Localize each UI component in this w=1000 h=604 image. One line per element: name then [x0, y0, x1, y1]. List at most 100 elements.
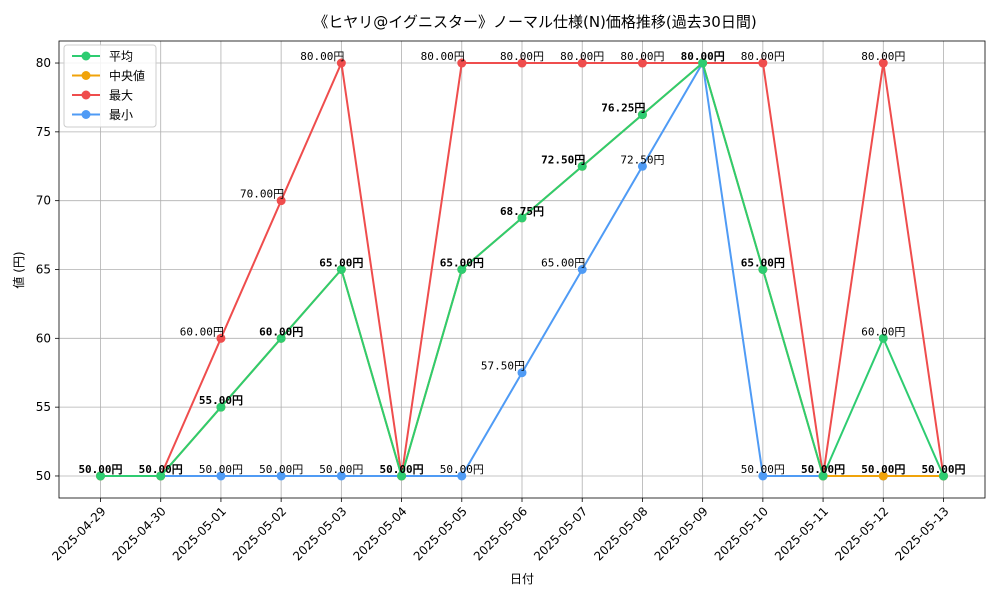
x-tick-label: 2025-05-09: [652, 504, 711, 563]
x-tick-label: 2025-05-01: [170, 504, 229, 563]
series-0-point: [637, 110, 647, 120]
x-tick-label: 2025-05-08: [591, 504, 650, 563]
series-0-point: [457, 265, 467, 274]
series-2-point: [216, 333, 226, 343]
data-label: 70.00円: [240, 188, 284, 201]
series-3-point: [336, 471, 346, 481]
data-label: 68.75円: [500, 205, 544, 218]
data-label: 50.00円: [78, 463, 122, 476]
series-0-point: [577, 161, 587, 171]
data-label: 50.00円: [741, 463, 785, 476]
y-tick-label: 80: [36, 56, 51, 70]
x-tick-label: 2025-05-11: [772, 504, 831, 563]
data-label: 65.00円: [541, 257, 585, 270]
x-tick-label: 2025-04-30: [110, 504, 169, 563]
series-3-point: [457, 471, 467, 481]
series-3-point: [758, 471, 768, 481]
x-tick-label: 2025-05-03: [290, 504, 349, 563]
x-tick-label: 2025-05-04: [350, 504, 409, 563]
x-tick-label: 2025-05-12: [832, 504, 891, 563]
data-label: 50.00円: [380, 463, 424, 476]
y-tick-label: 75: [36, 125, 51, 139]
x-tick-label: 2025-05-10: [712, 504, 771, 563]
series-0-point: [156, 471, 166, 481]
data-label: 80.00円: [560, 50, 604, 63]
data-label: 80.00円: [681, 50, 725, 63]
series-0-point: [698, 58, 708, 68]
data-label: 50.00円: [319, 463, 363, 476]
x-tick-label: 2025-05-13: [892, 504, 951, 563]
series-0-point: [397, 471, 407, 481]
series-3-point: [637, 161, 647, 171]
y-tick-label: 70: [36, 194, 51, 208]
data-label: 65.00円: [319, 257, 363, 270]
series-3-point: [216, 471, 226, 481]
data-label: 80.00円: [741, 50, 785, 63]
legend-label: 平均: [109, 50, 133, 64]
x-axis-title: 日付: [510, 572, 534, 586]
series-2-point: [577, 58, 587, 68]
legend-marker: [81, 90, 91, 100]
data-label: 50.00円: [199, 463, 243, 476]
data-label: 80.00円: [421, 50, 465, 63]
data-label: 60.00円: [861, 325, 905, 338]
chart-title: 《ヒヤリ@イグニスター》ノーマル仕様(N)価格推移(過去30日間): [313, 13, 756, 31]
x-tick-label: 2025-05-06: [471, 504, 530, 563]
y-tick-label: 60: [36, 331, 51, 345]
legend-frame: [63, 44, 157, 128]
series-0-point: [96, 471, 105, 481]
data-label: 80.00円: [620, 50, 664, 63]
series-3-point: [577, 265, 587, 274]
y-axis-title: 値 (円): [11, 251, 26, 288]
data-label: 60.00円: [259, 325, 303, 338]
legend-marker: [81, 71, 91, 80]
series-0-point: [517, 213, 527, 223]
series-0-point: [878, 333, 888, 343]
data-label: 60.00円: [180, 325, 224, 338]
legend-marker: [81, 110, 91, 119]
y-tick-label: 55: [36, 400, 51, 414]
series-group: [96, 58, 948, 481]
x-tick-label: 2025-05-05: [411, 504, 470, 563]
data-label: 65.00円: [741, 257, 785, 270]
series-2-point: [637, 58, 647, 68]
series-3-point: [276, 471, 286, 481]
series-0-point: [336, 265, 346, 274]
data-label: 65.00円: [440, 257, 484, 270]
series-2-point: [517, 58, 527, 68]
legend-marker: [81, 51, 91, 61]
series-3-point: [517, 368, 527, 378]
series-2-point: [336, 58, 346, 68]
data-label: 72.50円: [620, 153, 664, 166]
x-tick-label: 2025-05-07: [531, 504, 590, 563]
series-1-point: [878, 471, 888, 481]
data-label: 55.00円: [199, 394, 243, 407]
data-label: 80.00円: [500, 50, 544, 63]
data-label: 50.00円: [440, 463, 484, 476]
x-tick-label: 2025-05-02: [230, 504, 289, 563]
data-label: 80.00円: [861, 50, 905, 63]
grid: [59, 41, 985, 498]
x-axis-ticks: 2025-04-29 2025-04-30 2025-05-01 2025-05-02…: [49, 498, 952, 563]
x-tick-label: 2025-04-29: [49, 504, 108, 563]
series-2-point: [457, 58, 467, 68]
data-label: 50.00円: [259, 463, 303, 476]
y-tick-label: 50: [36, 469, 51, 483]
series-0-point: [216, 402, 226, 412]
legend-label: 中央値: [109, 68, 145, 83]
series-0-point: [818, 471, 828, 481]
data-label: 50.00円: [861, 463, 905, 476]
y-tick-label: 65: [36, 263, 51, 277]
data-label: 72.50円: [541, 153, 585, 166]
series-0-point: [758, 265, 768, 274]
legend-label: 最小: [109, 108, 133, 122]
series-2-point: [758, 58, 768, 68]
data-label: 76.25円: [601, 102, 645, 115]
data-label: 50.00円: [921, 463, 965, 476]
data-label: 80.00円: [300, 50, 344, 63]
series-2-point: [878, 58, 888, 68]
data-label: 50.00円: [801, 463, 845, 476]
data-label: 57.50円: [481, 360, 525, 373]
